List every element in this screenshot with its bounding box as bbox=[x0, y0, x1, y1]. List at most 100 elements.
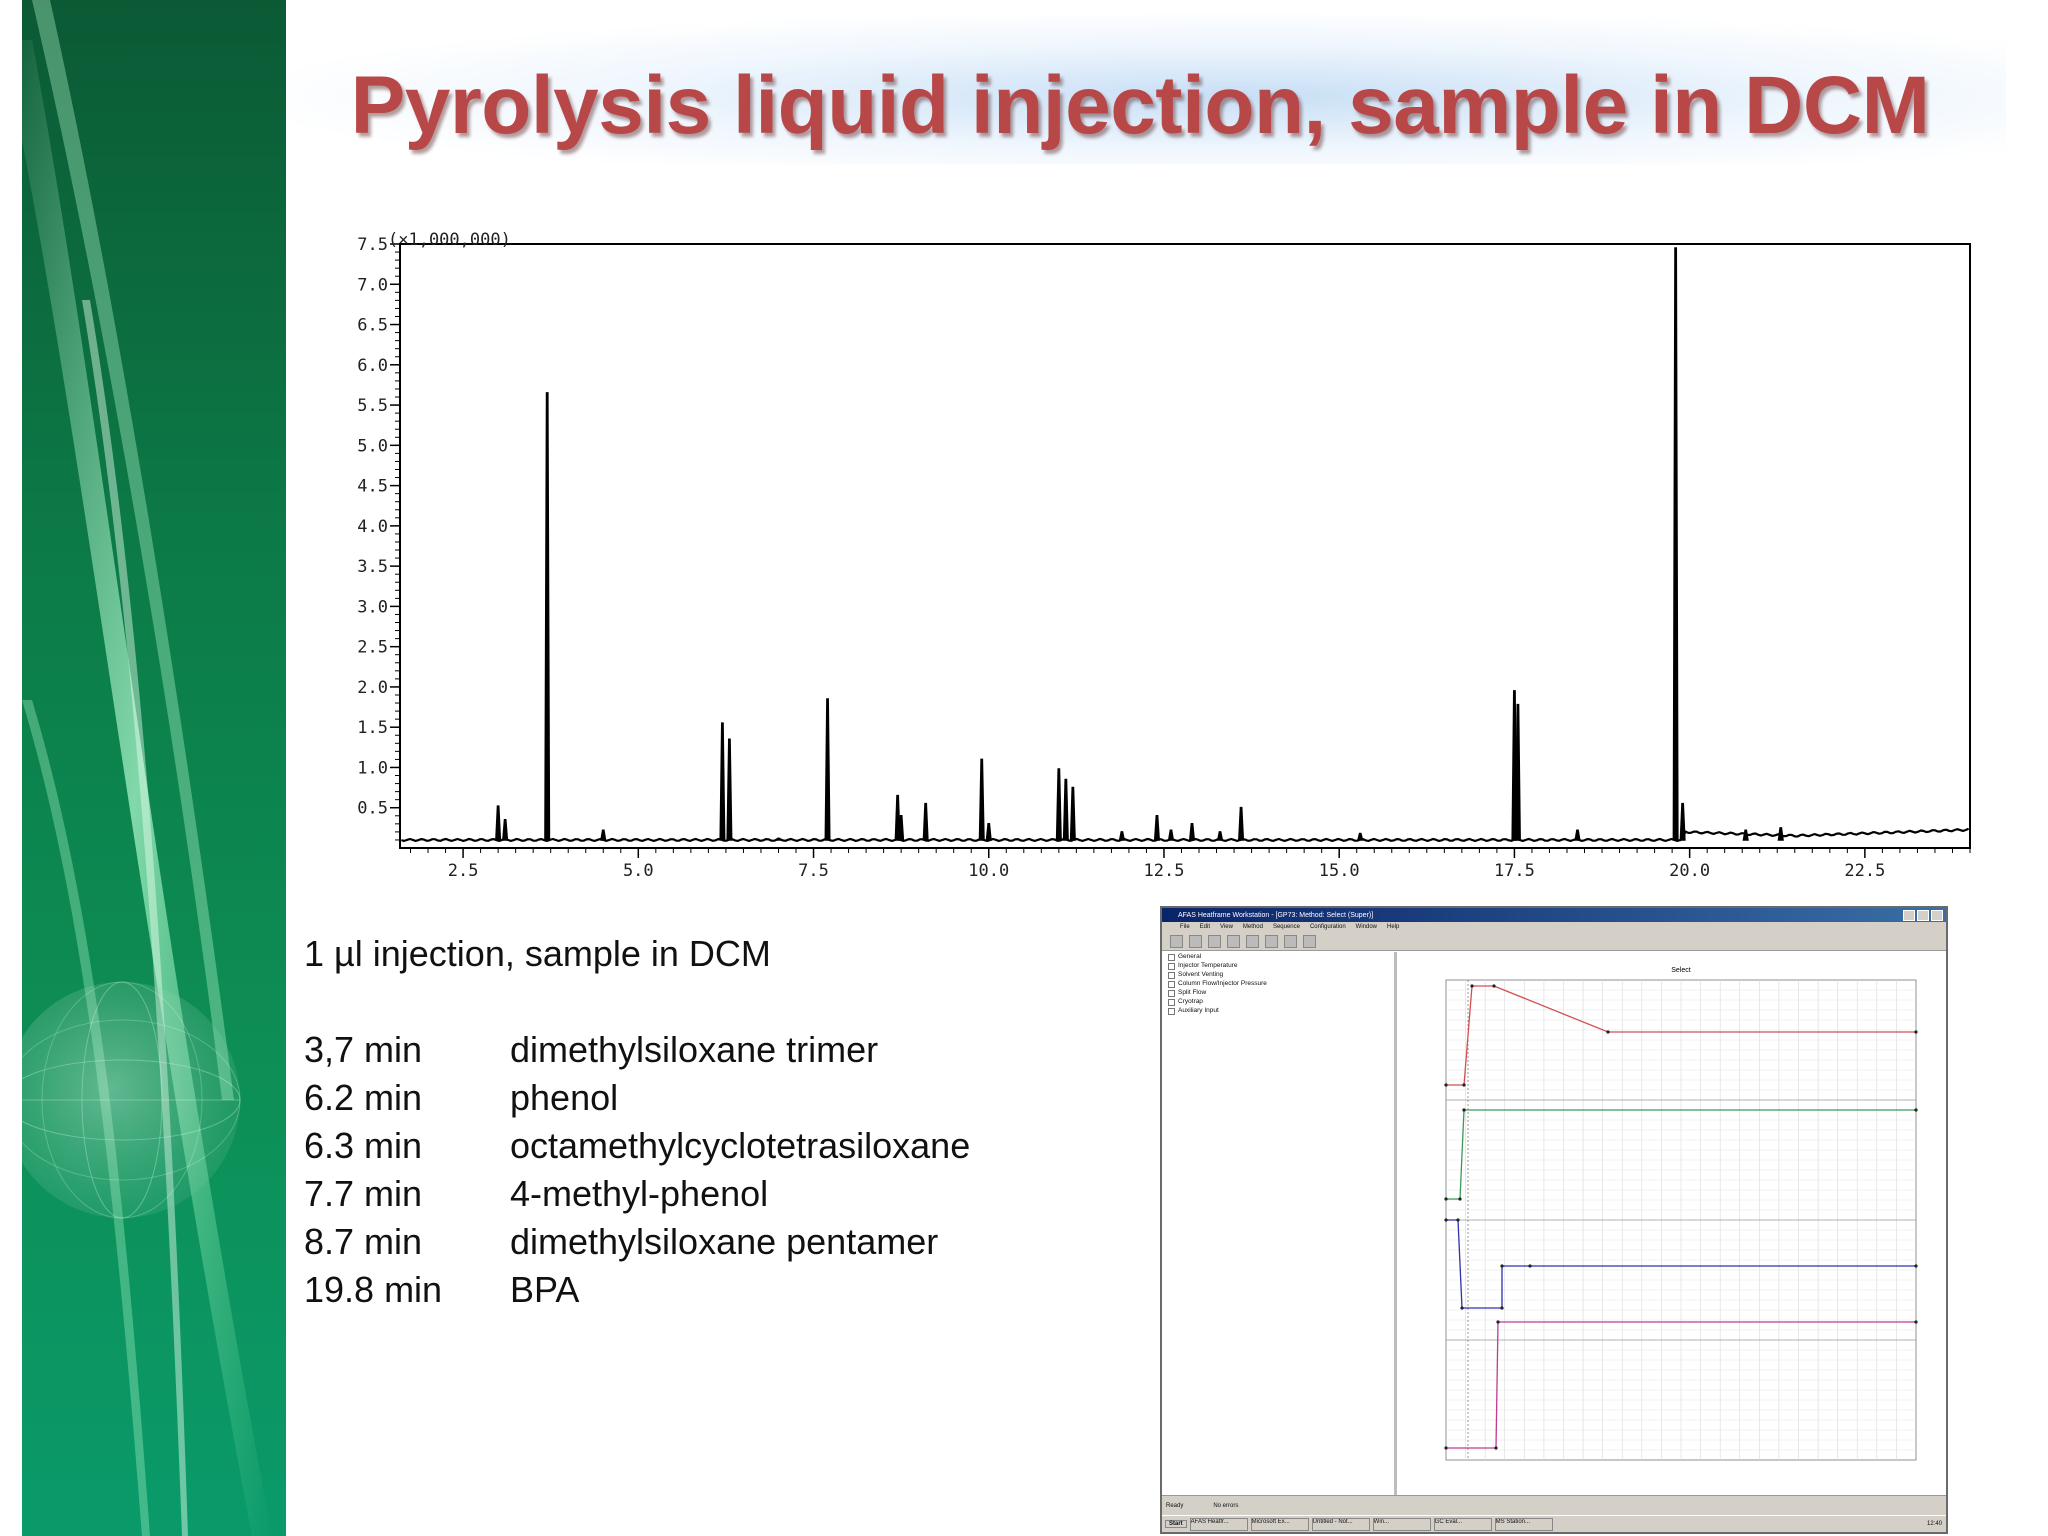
x-tick-label: 7.5 bbox=[798, 861, 829, 881]
save-icon bbox=[1208, 934, 1221, 948]
software-titlebar: AFAS Heatframe Workstation - [GP73: Meth… bbox=[1162, 908, 1946, 922]
title-glow bbox=[286, 14, 2006, 164]
chromatogram-peak bbox=[502, 819, 509, 841]
taskbar-task: Win... bbox=[1372, 1517, 1431, 1531]
software-menu-item: View bbox=[1220, 924, 1233, 930]
method-plot-title: Select bbox=[1671, 967, 1691, 974]
y-tick-label: 4.5 bbox=[357, 477, 388, 497]
injection-note: 1 µl injection, sample in DCM bbox=[304, 933, 771, 974]
chromatogram-peak bbox=[898, 814, 905, 841]
help-icon bbox=[1303, 934, 1316, 948]
peak-row: 19.8 min BPA bbox=[304, 1266, 1204, 1314]
y-axis-ticks: 0.5 1.0 1.5 2.0 2.5 3.0 3.5 4.0 4.5 5.0 5.5 6.0 6.5 7… bbox=[357, 235, 400, 841]
peak-time: 6.3 min bbox=[304, 1125, 423, 1166]
chromatogram-peak bbox=[978, 758, 985, 841]
y-tick-label: 7.5 bbox=[357, 235, 388, 255]
peak-row: 7.7 min 4-methyl-phenol bbox=[304, 1170, 1204, 1218]
minimize-icon bbox=[1903, 910, 1915, 921]
y-tick-label: 0.5 bbox=[357, 799, 388, 819]
chromatogram-peak bbox=[1742, 829, 1749, 841]
status-mid: No errors bbox=[1213, 1503, 1239, 1509]
new-icon bbox=[1170, 934, 1183, 948]
chromatogram-peak bbox=[1153, 814, 1161, 841]
x-axis-ticks: 2.5 5.0 7.5 10.0 12.5 15.0 17.5 20.0 22.5 bbox=[410, 848, 1971, 881]
method-tree-item: Auxiliary Input bbox=[1162, 1006, 1394, 1015]
method-point bbox=[1462, 1083, 1466, 1087]
y-tick-label: 6.0 bbox=[357, 356, 388, 376]
decorative-green-band bbox=[0, 0, 286, 1536]
y-tick-label: 1.5 bbox=[357, 718, 388, 738]
chromatogram-peak bbox=[824, 698, 831, 841]
temperature-line bbox=[1446, 985, 1916, 1086]
plot-frame bbox=[399, 243, 1971, 849]
chromatogram-peak bbox=[495, 805, 502, 841]
method-point bbox=[1914, 1030, 1918, 1034]
software-menu-item: Method bbox=[1242, 924, 1263, 930]
y-tick-label: 5.5 bbox=[357, 396, 388, 416]
chromatogram-peak bbox=[1777, 827, 1784, 841]
chromatogram-peaks bbox=[495, 247, 1784, 841]
peak-info-block: 1 µl injection, sample in DCM 3,7 min dim… bbox=[304, 930, 1204, 1314]
y-tick-label: 2.0 bbox=[357, 678, 388, 698]
method-point bbox=[1500, 1264, 1504, 1268]
y-tick-label: 1.0 bbox=[357, 758, 388, 778]
peak-row: 6.3 min octamethylcyclotetrasiloxane bbox=[304, 1122, 1204, 1170]
left-white-strip bbox=[0, 0, 22, 1536]
software-menu-item: Edit bbox=[1199, 924, 1211, 930]
method-point bbox=[1456, 1218, 1460, 1222]
peak-row: 3,7 min dimethylsiloxane trimer bbox=[304, 1026, 1204, 1074]
x-tick-label: 17.5 bbox=[1494, 861, 1535, 881]
taskbar-task: AFAS Heatfr... bbox=[1189, 1517, 1248, 1531]
column-flow-line bbox=[1446, 1109, 1916, 1200]
software-window-title: AFAS Heatframe Workstation - [GP73: Meth… bbox=[1178, 911, 1374, 919]
method-point bbox=[1444, 1218, 1448, 1222]
method-point bbox=[1500, 1306, 1504, 1310]
chromatogram-peak bbox=[1216, 831, 1224, 841]
method-point bbox=[1492, 984, 1496, 988]
x-tick-label: 12.5 bbox=[1143, 861, 1184, 881]
method-point bbox=[1470, 984, 1474, 988]
peak-time: 7.7 min bbox=[304, 1173, 423, 1214]
x-tick-label: 22.5 bbox=[1844, 861, 1885, 881]
os-taskbar: Start AFAS Heatfr... Microsoft Ex... Untit… bbox=[1162, 1515, 1946, 1532]
software-menu-item: Configuration bbox=[1309, 924, 1346, 930]
chart-axes bbox=[399, 243, 1971, 849]
chromatogram-peak bbox=[544, 392, 551, 841]
method-tree-item: Injector Temperature bbox=[1162, 961, 1394, 970]
peak-time: 19.8 min bbox=[304, 1269, 443, 1310]
y-tick-label: 2.5 bbox=[357, 638, 388, 658]
method-tree-item: Cryotrap bbox=[1162, 997, 1394, 1006]
method-point bbox=[1458, 1197, 1462, 1201]
y-tick-label: 5.0 bbox=[357, 436, 388, 456]
green-swoosh-background bbox=[22, 0, 286, 1536]
method-plot-lines bbox=[1444, 984, 1918, 1450]
peak-compound: 4-methyl-phenol bbox=[510, 1173, 769, 1214]
chromatogram-peak bbox=[1055, 768, 1062, 841]
peak-time: 8.7 min bbox=[304, 1221, 423, 1262]
open-icon bbox=[1189, 934, 1202, 948]
peak-compound: dimethylsiloxane pentamer bbox=[510, 1221, 939, 1262]
cryo-line bbox=[1446, 1321, 1916, 1449]
peak-row: 8.7 min dimethylsiloxane pentamer bbox=[304, 1218, 1204, 1266]
slide-title: Pyrolysis liquid injection, sample in DC… bbox=[350, 60, 1930, 151]
chromatogram-peak bbox=[1069, 786, 1076, 841]
maximize-icon bbox=[1917, 910, 1929, 921]
method-profile-svg: Select bbox=[1444, 967, 1918, 1461]
method-tree-item: Solvent Venting bbox=[1162, 970, 1394, 979]
taskbar-task: MS Station... bbox=[1494, 1517, 1553, 1531]
taskbar-clock: 12:40 bbox=[1926, 1521, 1942, 1527]
chromatogram-peak bbox=[985, 823, 992, 841]
chromatogram-peak bbox=[1062, 778, 1069, 841]
chromatogram-peak bbox=[1188, 823, 1196, 841]
y-tick-label: 3.5 bbox=[357, 557, 388, 577]
chromatogram-peak bbox=[1238, 806, 1245, 841]
method-point bbox=[1460, 1306, 1464, 1310]
chromatogram-peak bbox=[1514, 703, 1521, 841]
peak-compound: phenol bbox=[510, 1077, 619, 1118]
method-point bbox=[1496, 1320, 1500, 1324]
software-menu-item: File bbox=[1180, 924, 1190, 930]
method-profile-plot: Select bbox=[1398, 952, 1946, 1496]
x-tick-label: 5.0 bbox=[623, 861, 654, 881]
edit-icon bbox=[1246, 934, 1259, 948]
y-tick-label: 7.0 bbox=[357, 275, 388, 295]
